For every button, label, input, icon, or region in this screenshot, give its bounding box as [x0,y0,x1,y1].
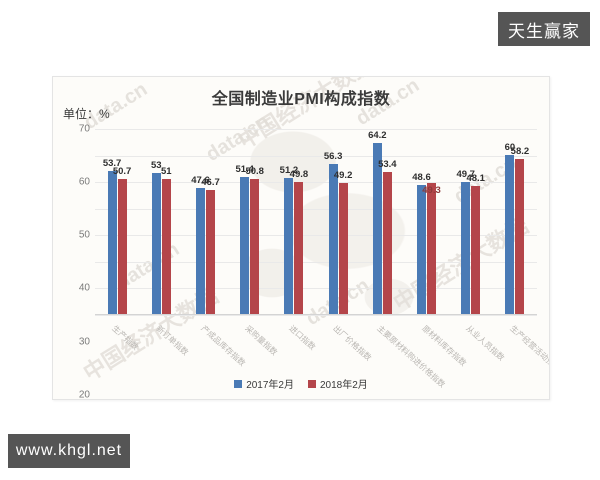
x-axis-label: 进口指数 [287,323,318,352]
x-axis-line [95,314,537,315]
bar-group: 53 51 [139,129,183,314]
bar-group: 48.6 49.3 [404,129,448,314]
bar-value-label: 58.2 [510,146,530,158]
bar-value-label: 60 [504,141,516,153]
bar-value-label: 49.7 [456,168,475,180]
y-axis-tick: 50 [78,229,90,241]
bar-value-label: 64.2 [368,130,387,142]
gridline: 0 [95,315,537,316]
bar[interactable]: 46.7 [201,177,220,314]
legend-swatch [308,379,316,388]
bar[interactable]: 64.2 [368,130,387,314]
bar-group: 47.6 46.7 [183,129,227,314]
unit-label: 单位：% [63,107,110,121]
bar-value-label: 50.8 [245,166,264,178]
bar[interactable]: 53.7 [103,158,121,314]
bar-value-label: 48.1 [466,173,485,185]
legend-label: 2018年2月 [320,380,368,391]
bar[interactable]: 51.4 [235,164,254,314]
chart-panel: data.cn data.cn data.cn data.cn data.cn … [52,76,550,400]
brand-badge-top-right: 天生赢家 [498,12,590,46]
bar[interactable]: 60 [505,142,515,314]
chart-legend: 2017年2月 2018年2月 [53,376,549,391]
chart-title: 全国制造业PMI构成指数 [211,91,391,108]
bar-value-label: 51.2 [279,164,299,176]
bar-group: 49.7 48.1 [449,129,493,314]
bar[interactable]: 47.6 [191,175,210,314]
bar[interactable]: 51.2 [280,165,298,314]
gridline: 40 [79,208,537,294]
bar[interactable]: 49.8 [290,169,308,314]
bar-value-label: 48.6 [412,171,431,183]
bar-value-label: 56.3 [323,151,343,163]
legend-label: 2017年2月 [246,380,294,391]
bar-value-label: 49.3 [422,185,441,197]
bar-value-label: 49.2 [333,170,353,182]
bar-group: 56.3 49.2 [316,129,360,314]
bar-value-label: 46.7 [201,176,220,188]
gridline: 60 [79,155,537,188]
gridline: 50 [79,182,537,241]
y-axis-tick: 30 [78,336,90,348]
bar[interactable]: 50.7 [113,166,131,314]
bar-group: 53.7 50.7 [95,129,139,314]
bar[interactable]: 58.2 [511,146,529,314]
bar[interactable]: 48.1 [466,173,485,314]
y-axis-tick: 20 [78,389,90,400]
bar[interactable]: 53 [151,160,162,314]
bar-value-label: 47.6 [191,174,210,186]
bar-group: 51.2 49.8 [272,129,316,314]
bar[interactable]: 56.3 [324,151,342,314]
y-axis-tick: 60 [78,176,90,188]
bar-value-label: 51 [161,165,172,177]
gridline: 30 [79,235,537,347]
bar[interactable]: 49.3 [422,183,441,314]
bar-group: 64.2 53.4 [360,129,404,314]
bar[interactable]: 48.6 [412,172,431,314]
gridline: 10 [95,288,537,290]
bar[interactable]: 51 [161,166,172,314]
x-axis-label: 生产指数 [110,323,141,352]
site-url-badge: www.khgl.net [8,434,130,468]
bar-value-label: 51.4 [235,164,254,176]
bar-series-container: 53.7 50.7 53 51 47.6 46.7 51.4 50.8 51.2 49.8 56.3… [95,129,537,314]
bar[interactable]: 49.7 [456,169,475,314]
y-axis-tick: 70 [78,123,90,135]
plot-area: 010203040506070 53.750.7535147.646.751.4… [79,124,537,399]
legend-item[interactable]: 2017年2月 [234,376,294,391]
bar[interactable]: 53.4 [378,159,397,314]
bar[interactable]: 49.2 [334,170,352,314]
bar-value-label: 53.7 [102,158,122,170]
bar-value-label: 53.4 [378,159,397,171]
bar[interactable]: 50.8 [245,166,264,314]
gridline: 70 [79,124,537,135]
y-axis-tick: 40 [78,282,90,294]
bar-group: 60 58.2 [493,129,537,314]
bar-value-label: 50.7 [112,166,132,178]
legend-swatch [234,379,243,388]
gridline: 20 [79,261,537,399]
bar-value-label: 49.8 [289,168,309,180]
legend-item[interactable]: 2018年2月 [308,376,368,391]
bar-value-label: 53 [151,160,162,172]
bar-group: 51.4 50.8 [228,129,272,314]
